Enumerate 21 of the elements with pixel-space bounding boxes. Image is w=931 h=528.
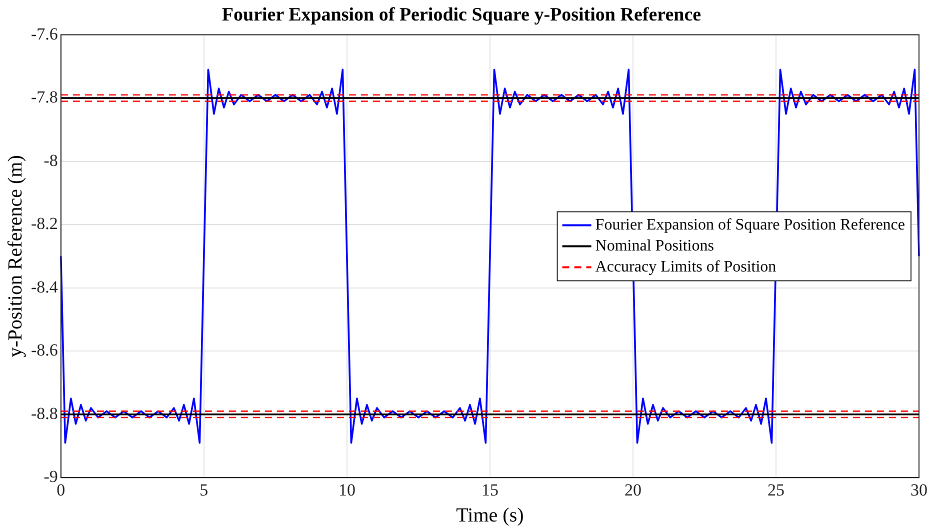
y-tick-label: -8.6 (30, 340, 58, 360)
x-tick-label: 0 (56, 480, 66, 500)
y-tick-label: -7.8 (30, 88, 58, 107)
x-tick-label: 15 (481, 480, 498, 500)
legend-label: Fourier Expansion of Square Position Reference (595, 216, 905, 234)
legend-label: Accuracy Limits of Position (595, 258, 776, 276)
legend-label: Nominal Positions (595, 237, 714, 254)
y-tick-label: -8.4 (30, 277, 58, 296)
x-tick-label: 5 (200, 480, 208, 500)
y-tick-label: -8.8 (30, 404, 58, 423)
x-axis-title: Time (s) (456, 504, 524, 526)
chart-title: Fourier Expansion of Periodic Square y-Position Reference (222, 4, 702, 26)
y-tick-label: -8 (44, 150, 58, 170)
x-tick-label: 20 (624, 480, 642, 500)
y-axis-title: y-Position Reference (m) (4, 155, 26, 358)
x-tick-label: 30 (910, 480, 928, 500)
x-tick-label: 10 (338, 480, 356, 500)
x-tick-label: 25 (767, 480, 784, 500)
y-tick-label: -7.6 (30, 24, 58, 44)
y-tick-label: -8.2 (30, 214, 58, 234)
y-tick-label: -9 (44, 467, 58, 486)
